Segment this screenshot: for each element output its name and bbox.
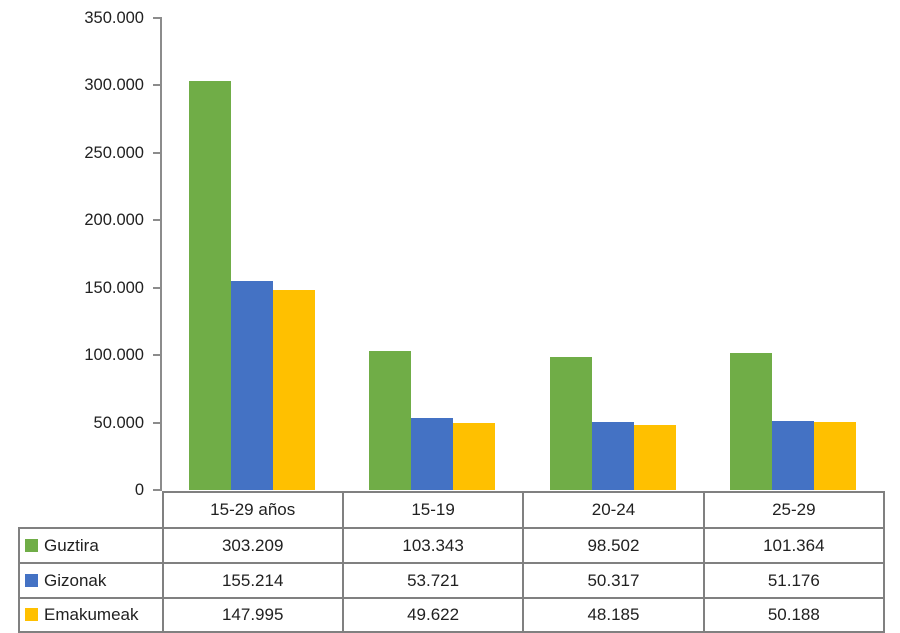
bar-guztira-1 xyxy=(188,81,231,490)
table-corner-spacer xyxy=(19,492,163,528)
y-axis-tick xyxy=(153,489,160,491)
legend-cell-guztira: Guztira xyxy=(18,527,164,564)
y-axis-tick-label: 100.000 xyxy=(84,346,144,365)
y-axis-tick-label: 0 xyxy=(134,481,144,499)
table-value-cell: 155.214 xyxy=(161,562,344,599)
table-value-cell: 147.995 xyxy=(161,597,344,633)
y-axis-tick-label: 350.000 xyxy=(84,9,144,27)
y-axis-tick xyxy=(153,286,160,289)
table-row-guztira: Guztira 303.209 103.343 98.502 101.364 xyxy=(18,527,885,564)
table-value-cell: 53.721 xyxy=(341,562,525,599)
table-value-cell: 98.502 xyxy=(522,527,705,564)
table-category-header: 15-29 años xyxy=(161,491,344,529)
y-axis-tick xyxy=(153,151,160,154)
bar-gizonak-3 xyxy=(591,422,634,490)
legend-swatch-emakumeak xyxy=(25,608,38,621)
y-axis-tick xyxy=(153,219,160,222)
legend-swatch-gizonak xyxy=(25,573,38,587)
table-category-header: 20-24 xyxy=(522,491,705,529)
y-axis-tick-label: 200.000 xyxy=(84,211,144,230)
legend-label: Emakumeak xyxy=(44,605,139,624)
y-axis-tick-label: 250.000 xyxy=(84,143,144,162)
table-value-cell: 50.317 xyxy=(522,562,705,599)
bar-gizonak-4 xyxy=(772,420,815,490)
legend-cell-emakumeak: Emakumeak xyxy=(18,597,164,633)
bar-emakumeak-1 xyxy=(272,290,315,490)
legend-cell-gizonak: Gizonak xyxy=(18,562,164,599)
table-value-cell: 303.209 xyxy=(161,527,344,564)
y-axis-tick-label: 50.000 xyxy=(93,413,144,432)
y-axis-tick xyxy=(153,354,160,357)
y-axis-tick xyxy=(153,421,160,424)
table-value-cell: 101.364 xyxy=(702,527,885,564)
table-row-gizonak: Gizonak 155.214 53.721 50.317 51.176 xyxy=(18,562,885,599)
legend-label: Guztira xyxy=(44,535,99,555)
legend-label: Gizonak xyxy=(44,570,107,590)
chart-data-table: 15-29 años 15-19 20-24 25-29 Guztira 303.209 1… xyxy=(18,491,885,633)
table-value-cell: 48.185 xyxy=(522,597,705,633)
table-value-cell: 49.622 xyxy=(341,597,525,633)
bar-guztira-3 xyxy=(549,357,592,490)
legend-swatch-guztira xyxy=(25,538,38,552)
table-value-cell: 103.343 xyxy=(341,527,525,564)
table-row-emakumeak: Emakumeak 147.995 49.622 48.185 50.188 xyxy=(18,597,885,633)
y-axis-line xyxy=(159,17,162,491)
table-category-header: 15-19 xyxy=(341,491,525,529)
y-axis-tick-label: 150.000 xyxy=(84,278,144,297)
table-category-header: 25-29 xyxy=(702,491,885,529)
bar-emakumeak-4 xyxy=(814,422,857,490)
bar-guztira-4 xyxy=(730,353,773,490)
y-axis-tick xyxy=(153,84,160,87)
bar-guztira-2 xyxy=(369,350,412,490)
y-axis-tick-label: 300.000 xyxy=(84,76,144,95)
bar-emakumeak-3 xyxy=(633,425,676,490)
y-axis-tick xyxy=(153,17,160,19)
table-value-cell: 50.188 xyxy=(702,597,885,633)
bar-gizonak-2 xyxy=(411,417,454,490)
table-value-cell: 51.176 xyxy=(702,562,885,599)
bar-emakumeak-2 xyxy=(453,423,496,490)
bar-gizonak-1 xyxy=(230,280,273,490)
